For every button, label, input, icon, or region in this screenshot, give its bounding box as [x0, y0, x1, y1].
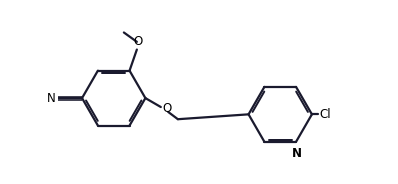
Text: N: N	[47, 92, 56, 105]
Text: N: N	[292, 147, 302, 160]
Text: O: O	[162, 102, 172, 115]
Text: Cl: Cl	[319, 108, 331, 121]
Text: O: O	[133, 35, 142, 48]
